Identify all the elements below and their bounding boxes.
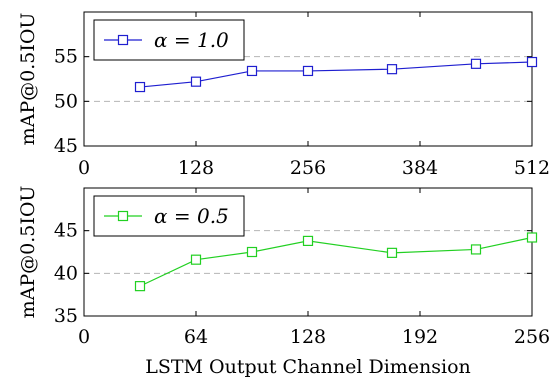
x-tick-label: 64 xyxy=(184,326,208,348)
x-tick-label: 128 xyxy=(178,157,214,179)
data-point xyxy=(302,65,314,77)
data-point xyxy=(470,244,482,255)
x-tick-label: 384 xyxy=(402,157,438,179)
data-point xyxy=(134,81,146,93)
top-panel: 45 50 55 0 128 256 384 512 mAP@0.5IOU α = 1.0 xyxy=(17,11,550,179)
data-point xyxy=(302,235,314,247)
data-point xyxy=(386,247,398,258)
x-tick-label: 0 xyxy=(78,326,90,348)
y-tick-label: 45 xyxy=(54,220,78,242)
data-point xyxy=(246,246,258,258)
y-axis-label: mAP@0.5IOU xyxy=(17,186,39,319)
y-tick-label: 45 xyxy=(54,135,78,157)
x-tick-label: 256 xyxy=(514,326,550,348)
data-point xyxy=(190,254,202,265)
legend-marker xyxy=(117,34,129,46)
x-tick-label: 0 xyxy=(78,157,90,179)
data-point xyxy=(526,232,538,243)
data-point xyxy=(470,58,482,69)
x-tick-label: 192 xyxy=(402,326,438,348)
legend-label: α = 0.5 xyxy=(154,204,229,228)
legend-marker xyxy=(117,210,129,222)
y-tick-label: 35 xyxy=(54,305,78,327)
x-tick-label: 128 xyxy=(290,326,326,348)
legend-label: α = 1.0 xyxy=(154,28,229,52)
y-axis-label: mAP@0.5IOU xyxy=(17,13,39,146)
data-point xyxy=(526,56,538,68)
y-tick-label: 55 xyxy=(54,46,78,68)
x-axis-label: LSTM Output Channel Dimension xyxy=(145,356,471,378)
bottom-panel: 35 40 45 0 64 128 192 256 mAP@0.5IOU LSTM Output … xyxy=(17,186,550,378)
y-tick-label: 40 xyxy=(54,262,78,284)
data-point xyxy=(134,281,146,292)
x-tick-label: 256 xyxy=(290,157,326,179)
y-tick-label: 50 xyxy=(54,90,78,112)
data-point xyxy=(190,76,202,87)
data-point xyxy=(386,64,398,75)
x-tick-label: 512 xyxy=(514,157,550,179)
data-point xyxy=(246,65,258,77)
